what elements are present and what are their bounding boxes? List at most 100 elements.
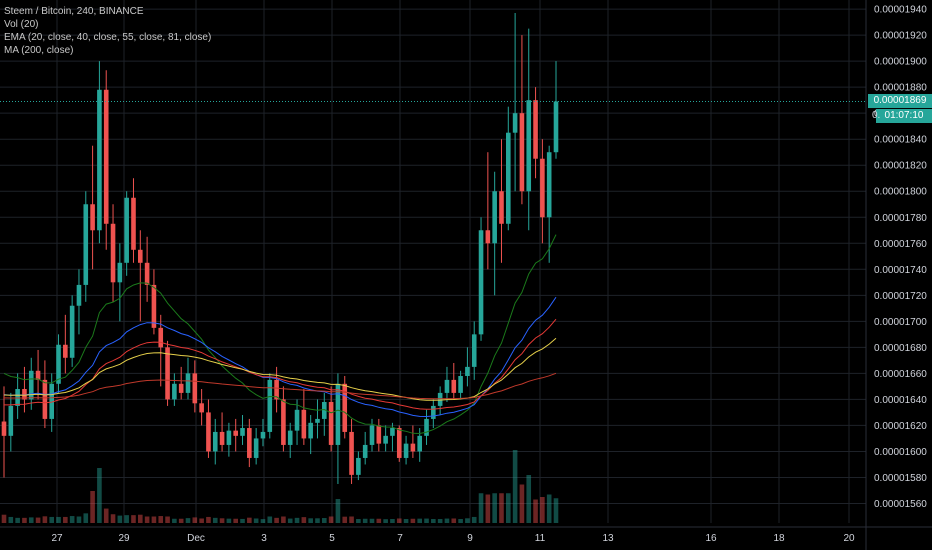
candle-body <box>478 230 484 335</box>
volume-bar <box>144 516 150 523</box>
candle-body <box>253 438 259 458</box>
volume-bar <box>321 518 327 523</box>
volume-bar <box>199 518 204 523</box>
volume-bar <box>369 518 375 523</box>
volume-bar <box>410 518 416 523</box>
price-axis-partial-label: 0. <box>872 110 881 122</box>
ema-indicator-label: EMA (20, close, 40, close, 55, close, 81… <box>4 32 212 43</box>
volume-bar <box>22 517 27 523</box>
volume-bar <box>519 484 525 523</box>
y-tick-label: 0.00001940 <box>874 5 927 16</box>
candle-body <box>321 402 327 419</box>
x-tick-label: 13 <box>602 533 614 544</box>
candle-body <box>485 230 491 244</box>
volume-bar <box>471 516 477 523</box>
volume-bar <box>56 516 61 523</box>
candle-body <box>206 412 211 452</box>
volume-bar <box>390 519 395 523</box>
candle-body <box>233 430 239 436</box>
volume-bar <box>465 518 470 523</box>
x-tick-label: 7 <box>397 533 403 544</box>
candle-body <box>465 366 470 376</box>
ma-200-line <box>3 372 557 400</box>
candle-body <box>505 132 511 224</box>
volume-bar <box>172 518 177 523</box>
candle-body <box>512 113 518 133</box>
candle-body <box>172 383 177 400</box>
volume-bar <box>383 519 388 523</box>
volume-bar <box>505 493 511 523</box>
candle-countdown-tag: 01:07:10 <box>876 109 932 124</box>
volume-bar <box>1 514 7 523</box>
volume-bar <box>499 493 504 523</box>
volume-bar <box>28 517 34 523</box>
volume-bar <box>301 517 307 523</box>
volume-bar <box>492 493 497 523</box>
candle-body <box>492 191 497 244</box>
y-tick-label: 0.00001880 <box>874 83 927 94</box>
candle-body <box>519 113 525 192</box>
candle-body <box>192 373 198 404</box>
candle-body <box>137 249 143 263</box>
volume-bar <box>526 475 532 523</box>
candle-body <box>315 418 320 423</box>
candle-body <box>131 197 136 250</box>
x-tick-label: 20 <box>843 533 855 544</box>
volume-bar <box>192 517 198 523</box>
candle-body <box>403 443 409 458</box>
candle-body <box>437 392 443 406</box>
y-tick-label: 0.00001600 <box>874 447 927 458</box>
candle-body <box>294 409 300 431</box>
candle-body <box>35 370 41 380</box>
candle-body <box>15 388 20 406</box>
volume-bar <box>253 518 259 523</box>
ema-40-line <box>3 296 557 418</box>
volume-bar <box>49 516 55 523</box>
volume-bar <box>362 518 368 523</box>
volume-bar <box>417 518 423 523</box>
candle-body <box>28 370 34 400</box>
candle-body <box>533 100 538 159</box>
x-tick-label: 27 <box>51 533 63 544</box>
volume-bar <box>281 516 286 523</box>
volume-bar <box>328 516 334 523</box>
candle-body <box>526 100 532 192</box>
candle-body <box>8 405 14 436</box>
candle-body <box>49 383 55 419</box>
volume-bar <box>158 516 164 523</box>
candle-body <box>499 191 504 224</box>
candle-body <box>451 379 457 393</box>
ema-55-line <box>4 318 557 410</box>
candle-body <box>383 435 388 444</box>
y-tick-label: 0.00001840 <box>874 135 927 146</box>
volume-bar <box>274 517 279 523</box>
volume-bar <box>151 516 157 523</box>
candle-body <box>376 425 382 444</box>
candle-body <box>199 403 204 413</box>
volume-bar <box>240 518 245 523</box>
candle-body <box>69 305 75 358</box>
candle-body <box>390 428 395 436</box>
candle-body <box>158 327 164 348</box>
candle-body <box>1 421 7 436</box>
volume-bar <box>431 519 436 523</box>
volume-bar <box>424 518 429 523</box>
candle-body <box>335 383 341 445</box>
candle-body <box>212 431 218 452</box>
y-tick-label: 0.00001800 <box>874 187 927 198</box>
candle-body <box>287 430 293 445</box>
volume-bar <box>376 518 382 523</box>
candle-body <box>431 405 436 419</box>
candle-body <box>22 388 27 400</box>
volume-bar <box>124 515 129 523</box>
y-tick-label: 0.00001560 <box>874 499 927 510</box>
x-tick-label: Dec <box>187 533 205 544</box>
volume-bar <box>349 516 354 523</box>
chart-legend: Steem / Bitcoin, 240, BINANCE Vol (20) E… <box>4 5 211 57</box>
volume-bar <box>103 508 109 523</box>
candle-body <box>63 344 68 358</box>
y-tick-label: 0.00001640 <box>874 395 927 406</box>
y-tick-label: 0.00001820 <box>874 161 927 172</box>
